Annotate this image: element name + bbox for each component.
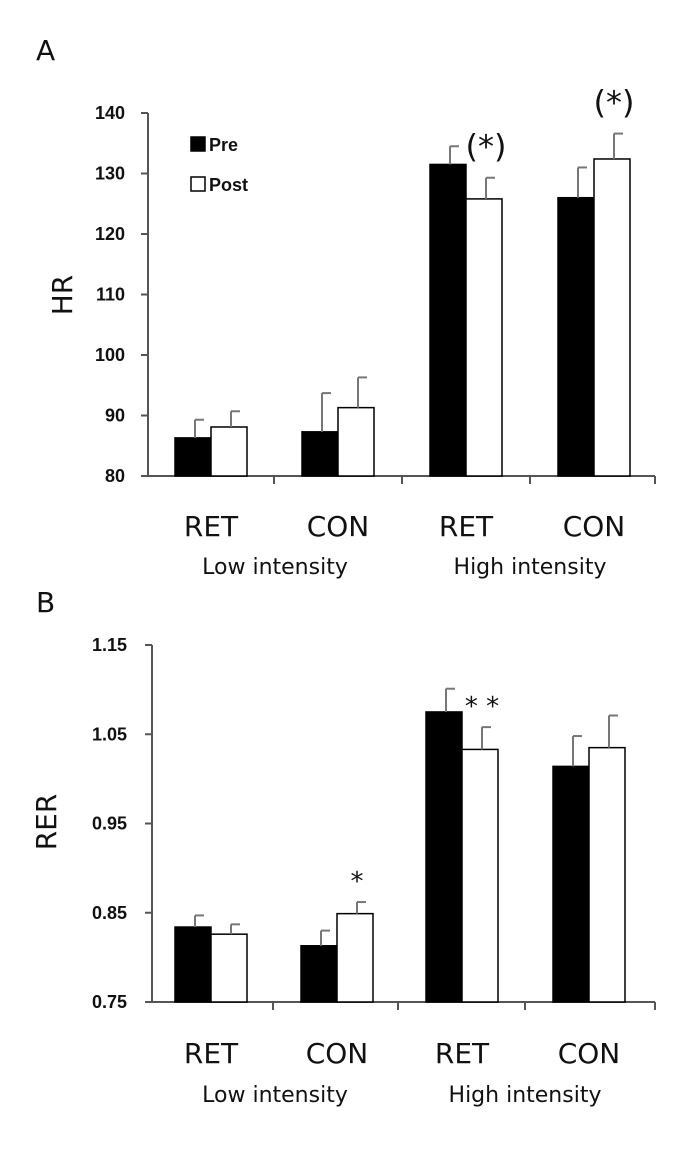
- y-tick-label: 90: [105, 406, 125, 426]
- post-bar: [337, 406, 375, 477]
- significance-annotation: (*): [594, 84, 635, 122]
- y-tick-label: 0.85: [92, 903, 127, 923]
- y-tick-label: 140: [95, 103, 125, 123]
- panel-a-ylabel: HR: [46, 275, 79, 316]
- post-bar: [465, 198, 503, 477]
- panel-b-letter: B: [36, 586, 55, 619]
- y-tick-label: 100: [95, 345, 125, 365]
- category-label: CON: [558, 1037, 621, 1070]
- pre-bar: [429, 163, 467, 477]
- pre-bar: [301, 431, 339, 477]
- group-label: Low intensity: [202, 1083, 348, 1108]
- category-label: CON: [307, 510, 370, 543]
- significance-annotation: *: [351, 867, 364, 897]
- pre-bar: [174, 437, 212, 477]
- category-label: RET: [439, 510, 494, 543]
- post-bar: [336, 912, 374, 1003]
- panel-b-chart: 0.75 0.85 0.95 1.05 1.15 * * * RET CON RET CON Low …: [92, 635, 656, 1108]
- pre-bar: [174, 926, 212, 1003]
- panel-b-ylabel: RER: [30, 794, 63, 851]
- category-label: RET: [184, 510, 239, 543]
- y-tick-label: 110: [96, 285, 125, 305]
- category-label: RET: [184, 1037, 239, 1070]
- y-tick-label: 80: [105, 466, 125, 486]
- panel-a-chart: 80 90 100 110 120 130 140 (*) (*) RET CON RET CON Low…: [95, 84, 656, 580]
- legend-label-pre: Pre: [209, 135, 238, 155]
- panel-a-letter: A: [36, 34, 55, 67]
- pre-bar: [557, 196, 595, 477]
- significance-annotation: * *: [465, 692, 499, 722]
- significance-annotation: (*): [466, 128, 507, 166]
- y-tick-label: 1.15: [92, 635, 127, 655]
- group-label: High intensity: [454, 555, 607, 580]
- legend-label-post: Post: [209, 175, 248, 195]
- legend-swatch-post: [190, 176, 206, 192]
- pre-bar: [425, 711, 463, 1003]
- y-tick-label: 1.05: [92, 724, 127, 744]
- category-label: RET: [435, 1037, 490, 1070]
- post-bar: [588, 746, 626, 1003]
- legend-swatch-pre: [190, 136, 206, 152]
- post-bar: [593, 158, 631, 477]
- category-label: CON: [563, 510, 626, 543]
- category-label: CON: [306, 1037, 369, 1070]
- group-label: Low intensity: [202, 555, 348, 580]
- post-bar: [210, 933, 248, 1003]
- post-bar: [210, 426, 248, 477]
- post-bar: [461, 748, 499, 1003]
- y-tick-label: 0.95: [92, 814, 127, 834]
- pre-bar: [552, 765, 590, 1003]
- y-tick-label: 0.75: [92, 992, 127, 1012]
- y-tick-label: 120: [95, 224, 125, 244]
- y-tick-label: 130: [95, 164, 125, 184]
- group-label: High intensity: [449, 1083, 602, 1108]
- pre-bar: [300, 945, 338, 1003]
